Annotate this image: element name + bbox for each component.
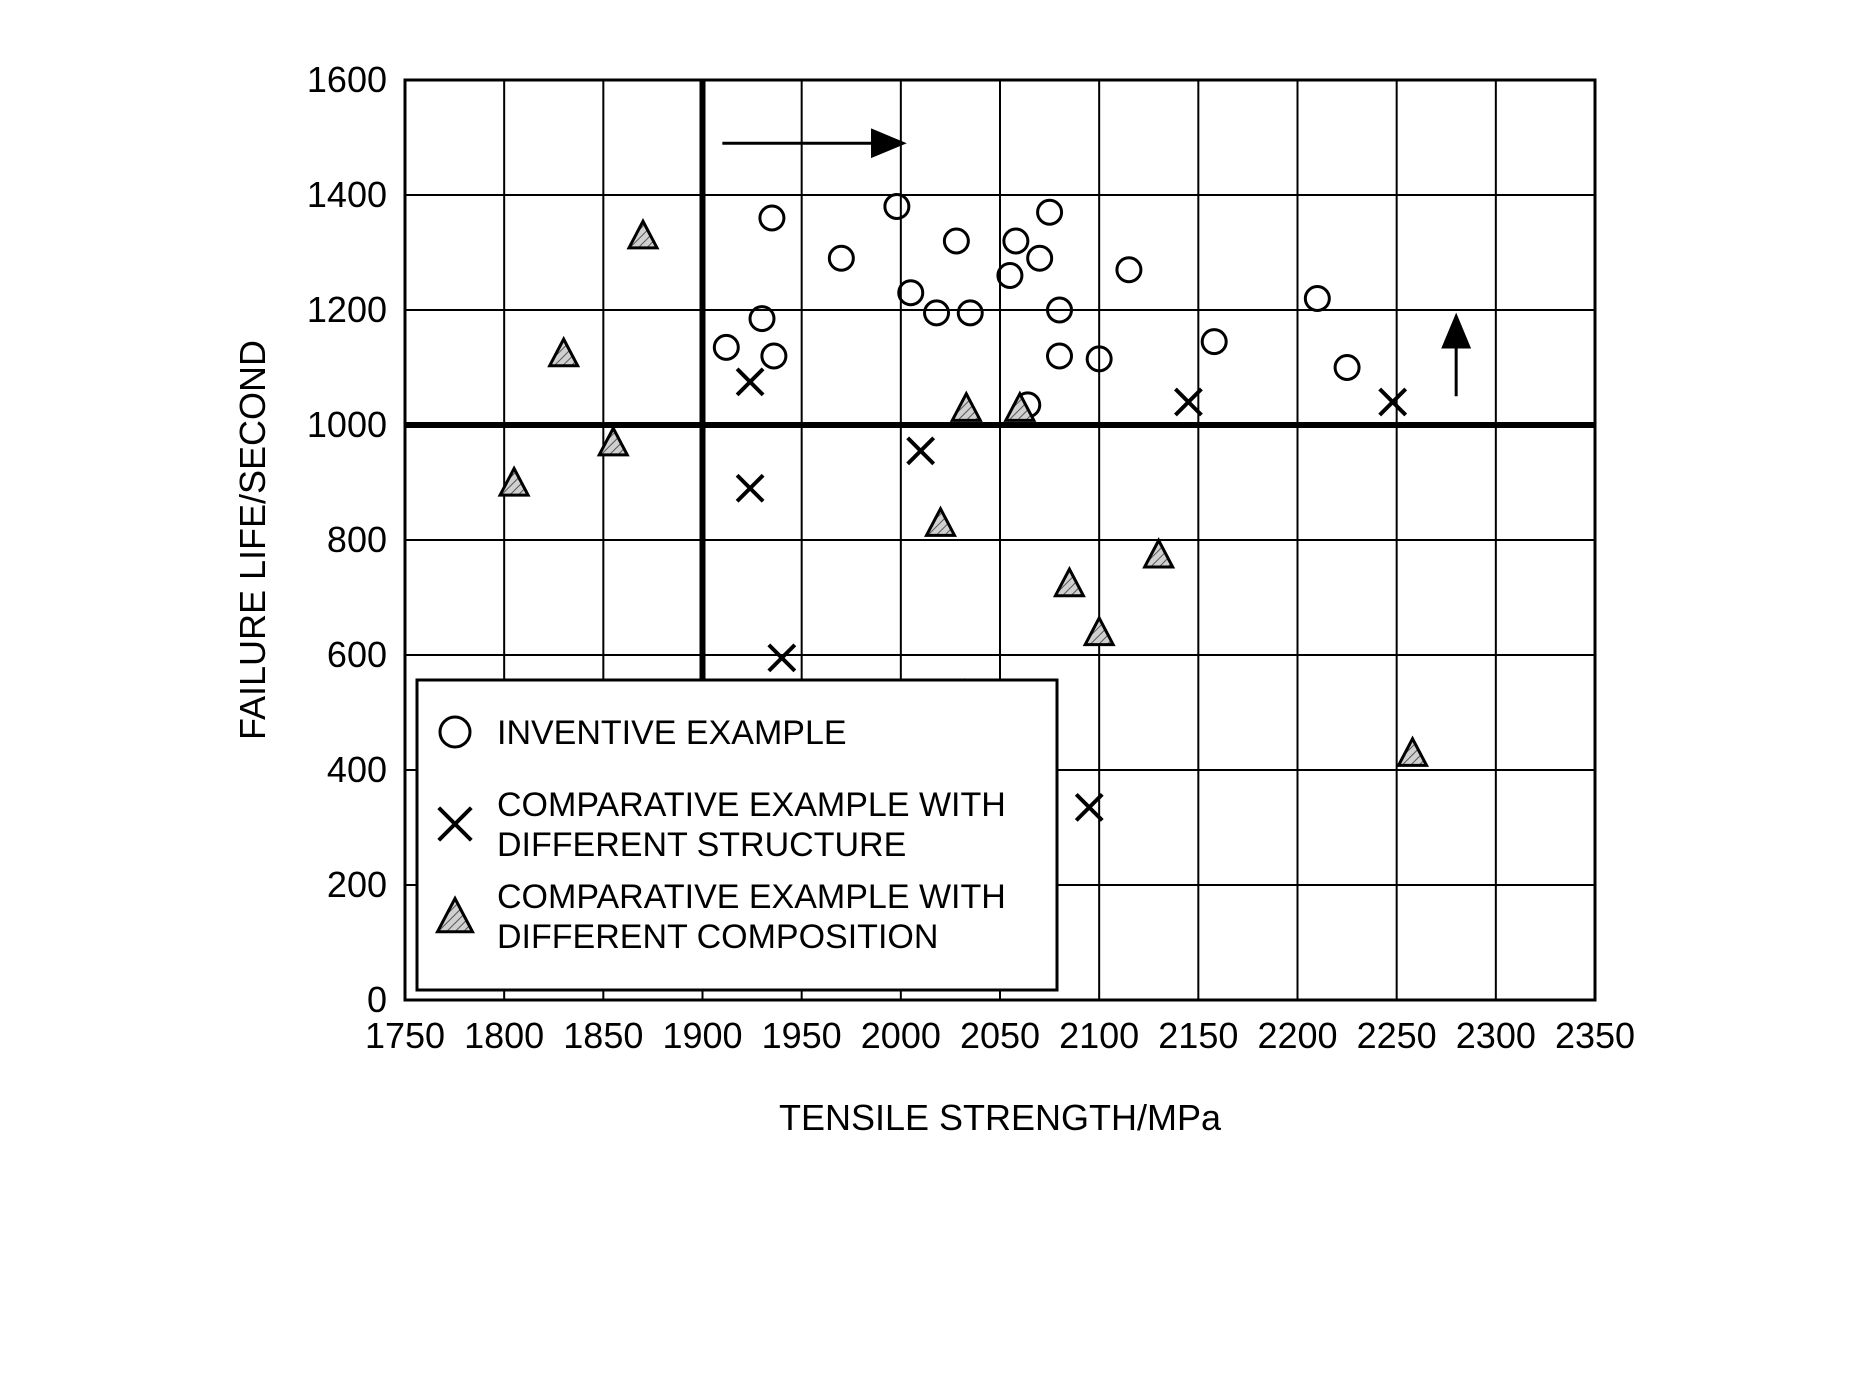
legend-label: DIFFERENT COMPOSITION xyxy=(497,918,938,956)
legend-label: COMPARATIVE EXAMPLE WITH xyxy=(497,786,1006,824)
x-tick-label: 2250 xyxy=(1357,1015,1437,1056)
x-tick-label: 2000 xyxy=(861,1015,941,1056)
y-tick-label: 600 xyxy=(327,634,387,675)
x-axis-label: TENSILE STRENGTH/MPa xyxy=(779,1097,1222,1138)
y-tick-label: 1600 xyxy=(307,59,387,100)
x-tick-label: 2150 xyxy=(1158,1015,1238,1056)
y-tick-label: 400 xyxy=(327,749,387,790)
y-tick-label: 800 xyxy=(327,519,387,560)
y-tick-label: 1400 xyxy=(307,174,387,215)
y-tick-label: 200 xyxy=(327,864,387,905)
x-tick-label: 1750 xyxy=(365,1015,445,1056)
legend-label: INVENTIVE EXAMPLE xyxy=(497,714,847,752)
x-tick-label: 1850 xyxy=(563,1015,643,1056)
y-tick-label: 1000 xyxy=(307,404,387,445)
x-tick-label: 1800 xyxy=(464,1015,544,1056)
x-tick-label: 2050 xyxy=(960,1015,1040,1056)
chart-svg: 1750180018501900195020002050210021502200… xyxy=(175,40,1675,1170)
y-axis-label: FAILURE LIFE/SECOND xyxy=(232,340,273,740)
x-tick-label: 2300 xyxy=(1456,1015,1536,1056)
y-tick-label: 1200 xyxy=(307,289,387,330)
y-tick-label: 0 xyxy=(367,979,387,1020)
x-tick-label: 2100 xyxy=(1059,1015,1139,1056)
legend-label: COMPARATIVE EXAMPLE WITH xyxy=(497,878,1006,916)
x-tick-label: 2200 xyxy=(1257,1015,1337,1056)
x-tick-label: 2350 xyxy=(1555,1015,1635,1056)
scatter-chart: 1750180018501900195020002050210021502200… xyxy=(175,40,1675,1170)
x-tick-label: 1950 xyxy=(762,1015,842,1056)
legend-label: DIFFERENT STRUCTURE xyxy=(497,826,906,864)
x-tick-label: 1900 xyxy=(662,1015,742,1056)
legend: INVENTIVE EXAMPLE COMPARATIVE EXAMPLE WIT… xyxy=(417,680,1057,990)
